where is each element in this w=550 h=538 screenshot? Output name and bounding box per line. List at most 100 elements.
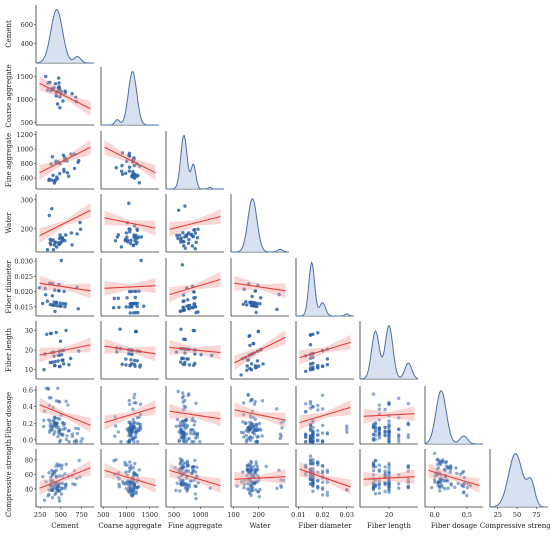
y-tick-label: 800 bbox=[21, 160, 33, 168]
scatter-point bbox=[59, 304, 63, 308]
scatter-point bbox=[397, 434, 401, 438]
x-tick-label: 500 bbox=[168, 511, 180, 519]
scatter-point bbox=[128, 227, 132, 232]
scatter-point bbox=[245, 368, 249, 372]
scatter-point bbox=[439, 483, 443, 487]
scatter-point bbox=[304, 465, 308, 469]
scatter-point bbox=[254, 460, 258, 464]
scatter-point bbox=[316, 463, 320, 467]
scatter-point bbox=[179, 435, 184, 440]
scatter-point bbox=[124, 171, 128, 175]
scatter-point bbox=[72, 469, 77, 473]
x-tick-label: 0.5 bbox=[462, 511, 472, 519]
scatter-point bbox=[320, 431, 325, 435]
scatter-point bbox=[377, 412, 381, 416]
scatter-point bbox=[316, 408, 320, 412]
scatter-point bbox=[129, 434, 134, 439]
scatter-point bbox=[176, 389, 180, 394]
panel-3-1 bbox=[100, 194, 159, 253]
scatter-point bbox=[189, 431, 193, 436]
scatter-point bbox=[78, 220, 82, 225]
x-tick-label: 1000 bbox=[118, 511, 135, 519]
scatter-point bbox=[61, 99, 65, 103]
scatter-point bbox=[52, 354, 56, 358]
scatter-point bbox=[304, 410, 308, 414]
scatter-point bbox=[250, 304, 254, 308]
scatter-point bbox=[132, 358, 137, 363]
scatter-point bbox=[54, 468, 59, 472]
scatter-point bbox=[185, 423, 190, 428]
y-axis-label-4: Fiber diameter bbox=[5, 260, 13, 314]
y-axis-label-1: Coarse aggregate bbox=[5, 64, 13, 127]
scatter-point bbox=[136, 440, 140, 444]
scatter-point bbox=[406, 402, 410, 406]
scatter-point bbox=[135, 430, 139, 434]
scatter-point bbox=[196, 481, 201, 485]
scatter-point bbox=[250, 409, 255, 413]
panel-7-7: 25 50 75 bbox=[489, 449, 548, 519]
scatter-point bbox=[117, 482, 121, 486]
kde-fill-7 bbox=[490, 453, 548, 507]
scatter-point bbox=[444, 460, 449, 464]
scatter-point bbox=[320, 423, 325, 428]
scatter-point bbox=[43, 286, 47, 291]
scatter-point bbox=[406, 421, 410, 425]
scatter-point bbox=[57, 76, 61, 80]
x-tick-label: 0.01 bbox=[291, 511, 305, 519]
scatter-point bbox=[406, 479, 410, 483]
scatter-point bbox=[58, 233, 62, 237]
regression-line bbox=[104, 345, 156, 355]
scatter-point bbox=[113, 415, 117, 419]
scatter-point bbox=[241, 302, 245, 306]
scatter-point bbox=[397, 427, 401, 432]
scatter-point bbox=[125, 473, 129, 477]
scatter-point bbox=[308, 477, 313, 481]
scatter-point bbox=[253, 301, 257, 305]
scatter-point bbox=[242, 435, 246, 439]
y-tick-label: 1000 bbox=[16, 146, 33, 154]
scatter-point bbox=[187, 482, 192, 487]
scatter-point bbox=[184, 440, 189, 444]
scatter-point bbox=[311, 425, 315, 429]
x-tick-label: 250 bbox=[34, 511, 46, 519]
scatter-point bbox=[53, 309, 57, 314]
scatter-point bbox=[79, 440, 83, 444]
scatter-point bbox=[377, 463, 381, 467]
scatter-point bbox=[129, 486, 133, 490]
scatter-point bbox=[47, 403, 52, 408]
scatter-point bbox=[77, 349, 81, 353]
scatter-point bbox=[308, 362, 313, 366]
scatter-point bbox=[250, 397, 254, 402]
scatter-point bbox=[193, 352, 197, 356]
scatter-point bbox=[253, 467, 258, 472]
scatter-point bbox=[320, 469, 325, 473]
scatter-point bbox=[124, 231, 129, 235]
scatter-point bbox=[53, 360, 57, 364]
scatter-point bbox=[49, 396, 53, 400]
scatter-point bbox=[320, 393, 325, 397]
scatter-point bbox=[436, 466, 441, 470]
kde-fill-0 bbox=[36, 9, 94, 64]
scatter-point bbox=[190, 479, 194, 483]
scatter-point bbox=[383, 469, 387, 473]
scatter-point bbox=[371, 473, 376, 477]
scatter-point bbox=[195, 432, 200, 437]
scatter-point bbox=[397, 482, 401, 486]
scatter-point bbox=[345, 424, 349, 428]
scatter-point bbox=[57, 428, 62, 433]
scatter-point bbox=[249, 493, 253, 497]
scatter-point bbox=[371, 392, 376, 396]
scatter-point bbox=[67, 429, 71, 433]
scatter-point bbox=[69, 152, 73, 156]
scatter-point bbox=[308, 343, 313, 347]
panel-6-6 bbox=[424, 386, 483, 445]
scatter-point bbox=[387, 488, 391, 492]
panel-4-2 bbox=[165, 258, 224, 317]
scatter-point bbox=[257, 421, 262, 426]
scatter-point bbox=[52, 415, 57, 419]
x-tick-label: 25 bbox=[494, 511, 502, 519]
scatter-point bbox=[127, 440, 131, 444]
scatter-point bbox=[183, 427, 187, 431]
scatter-point bbox=[129, 238, 133, 242]
pairplot-grid: 400 600 500 1000 1500 600 800 1000 1200 200 300 0.0… bbox=[5, 5, 550, 530]
